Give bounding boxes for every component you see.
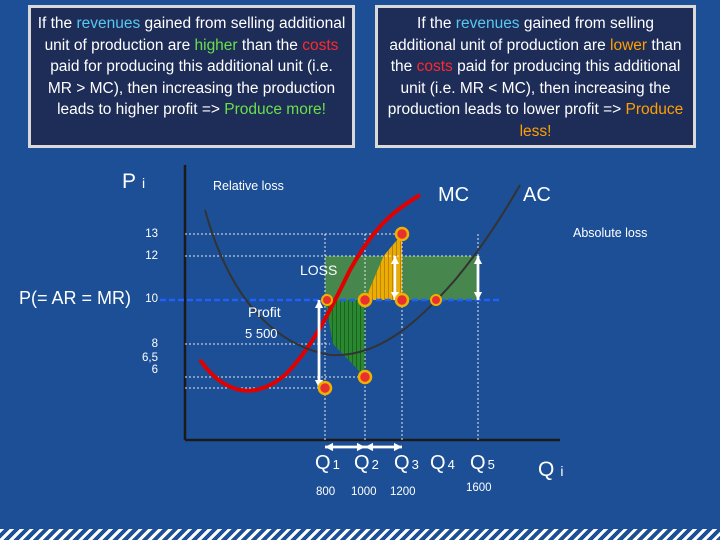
x-value-0: 800 xyxy=(316,486,336,498)
q-label-sub: 1 xyxy=(332,457,340,472)
q-spacing-arrow-2-b-head xyxy=(365,442,374,452)
data-point-4 xyxy=(394,292,410,308)
data-point-3 xyxy=(394,226,410,242)
q-label-main: Q xyxy=(354,452,370,474)
ac-curve xyxy=(204,184,521,357)
profit-label: Profit xyxy=(248,304,281,320)
data-point-1 xyxy=(357,369,373,385)
q-label-sub: 3 xyxy=(411,457,419,472)
profit-value-label: 5 500 xyxy=(245,326,278,341)
q-label-sub: 2 xyxy=(371,457,379,472)
x-value-2: 1200 xyxy=(390,486,416,498)
mc-curve xyxy=(198,193,422,393)
y-tick-2: 10 xyxy=(145,293,158,305)
mc-curve-label: MC xyxy=(438,184,470,206)
right-box-text: If the revenues gained from selling addi… xyxy=(387,15,684,140)
left-box-text: If the revenues gained from selling addi… xyxy=(37,15,346,118)
q-label-main: Q xyxy=(394,452,410,474)
loss-area-label: LOSS xyxy=(300,262,338,278)
x-value-3: 1600 xyxy=(466,482,492,494)
data-point-2 xyxy=(357,292,373,308)
y-tick-5: 6 xyxy=(151,364,158,376)
q-label-main: Q xyxy=(470,452,486,474)
absolute-loss-arrow-b-head xyxy=(473,256,483,265)
absolute-loss-label: Absolute loss xyxy=(573,226,648,240)
bottom-decorative-strip xyxy=(0,529,720,540)
right-explanation-box: If the revenues gained from selling addi… xyxy=(375,5,696,148)
y-tick-4: 6,5 xyxy=(142,352,158,364)
q-spacing-arrow-1-b-head xyxy=(325,442,334,452)
loss-height-arrow-b-head xyxy=(390,256,400,265)
data-point-0 xyxy=(317,380,333,396)
price-line-label: P(= AR = MR) xyxy=(19,288,132,308)
mc-price-intersection-point xyxy=(321,294,333,306)
profit-area xyxy=(325,300,365,377)
y-tick-0: 13 xyxy=(145,228,158,240)
ac-price-intersection-point xyxy=(430,294,442,306)
q-label-sub: 5 xyxy=(487,457,495,472)
q-label-sub: 4 xyxy=(447,457,455,472)
relative-loss-area xyxy=(365,234,402,300)
ac-curve-label: AC xyxy=(523,184,551,206)
left-explanation-box: If the revenues gained from selling addi… xyxy=(28,5,355,148)
q-label-main: Q xyxy=(315,452,331,474)
y-tick-3: 8 xyxy=(151,338,158,350)
profit-height-arrow-b-head xyxy=(314,300,324,309)
x-value-1: 1000 xyxy=(351,486,377,498)
relative-loss-label: Relative loss xyxy=(213,179,284,193)
q-label-main: Q xyxy=(430,452,446,474)
y-tick-1: 12 xyxy=(145,250,158,262)
